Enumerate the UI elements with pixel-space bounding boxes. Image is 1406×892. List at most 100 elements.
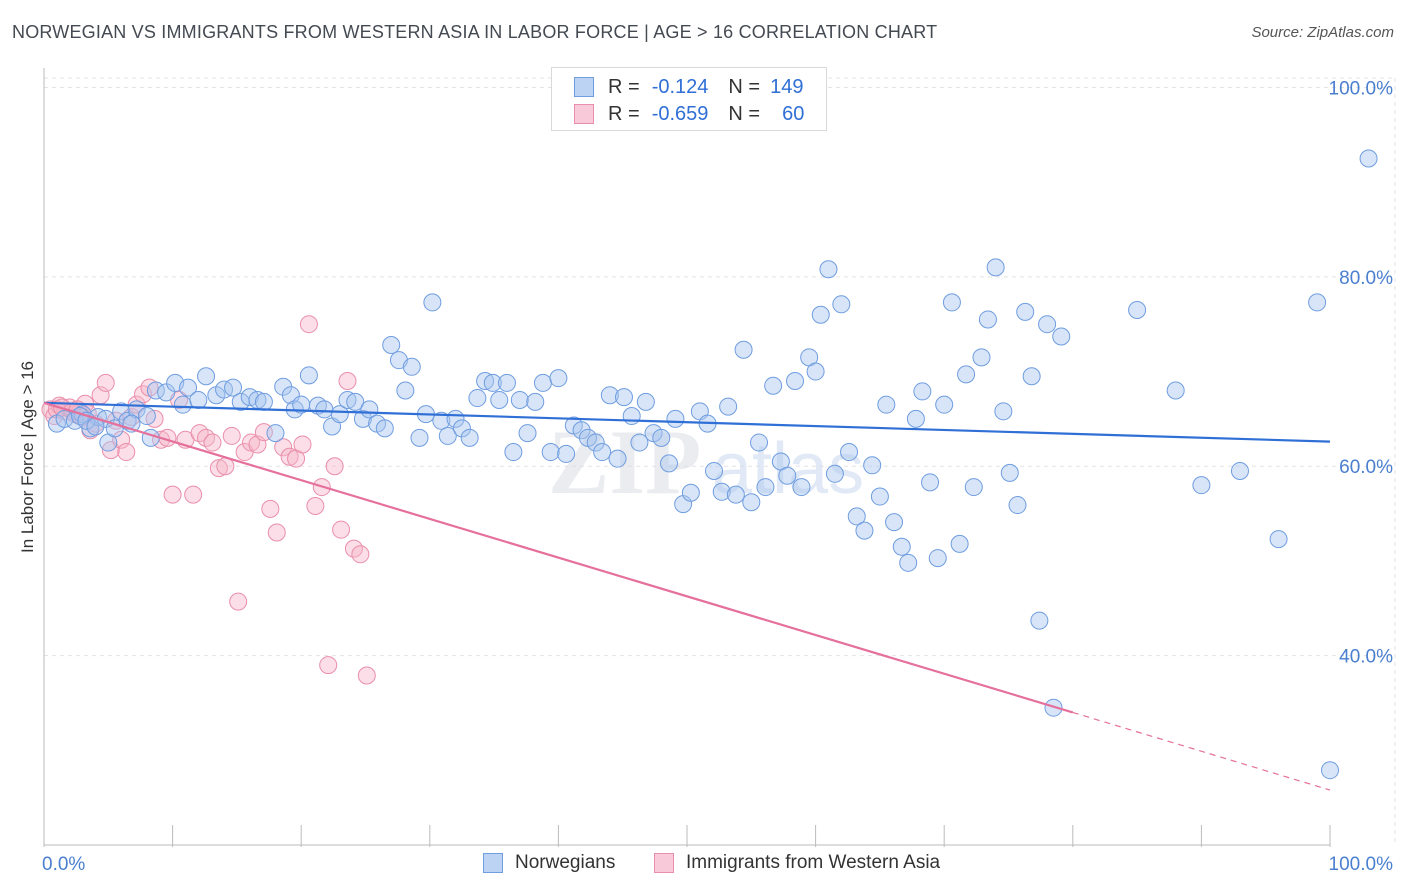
point-immigrants <box>203 433 222 452</box>
point-norwegians <box>586 433 605 452</box>
point-norwegians <box>410 428 429 447</box>
point-norwegians <box>1016 302 1035 321</box>
point-immigrants <box>117 443 136 462</box>
point-norwegians <box>396 381 415 400</box>
point-norwegians <box>630 433 649 452</box>
point-immigrants <box>351 545 370 564</box>
legend-swatch-pink <box>574 104 594 124</box>
legend-n-value: 60 <box>782 102 805 125</box>
point-norwegians <box>266 424 285 443</box>
point-norwegians <box>972 348 991 367</box>
point-immigrants <box>274 438 293 457</box>
point-immigrants <box>197 428 216 447</box>
point-immigrants <box>163 485 182 504</box>
point-norwegians <box>533 373 552 392</box>
point-norwegians <box>614 388 633 407</box>
point-norwegians <box>811 305 830 324</box>
point-norwegians <box>764 376 783 395</box>
point-immigrants <box>209 459 228 478</box>
point-norwegians <box>847 507 866 526</box>
point-norwegians <box>173 395 192 414</box>
point-norwegians <box>197 367 216 386</box>
point-norwegians <box>423 293 442 312</box>
y-tick-label: 100.0% <box>1329 78 1394 99</box>
point-norwegians <box>281 386 300 405</box>
point-norwegians <box>557 444 576 463</box>
point-immigrants <box>184 485 203 504</box>
point-norwegians <box>778 466 797 485</box>
point-norwegians <box>756 478 775 497</box>
point-norwegians <box>189 390 208 409</box>
point-norwegians <box>490 390 509 409</box>
point-norwegians <box>432 411 451 430</box>
point-norwegians <box>526 392 545 411</box>
point-norwegians <box>497 373 516 392</box>
point-norwegians <box>1038 315 1057 334</box>
point-norwegians <box>224 378 243 397</box>
legend-row-immigrants: R = -0.659 N = 60 <box>574 101 804 127</box>
point-norwegians <box>712 482 731 501</box>
legend-n-value: 149 <box>770 75 804 98</box>
point-norwegians <box>870 487 889 506</box>
point-norwegians <box>346 392 365 411</box>
point-norwegians <box>112 402 131 421</box>
point-norwegians <box>806 362 825 381</box>
point-immigrants <box>229 592 248 611</box>
point-norwegians <box>402 357 421 376</box>
point-immigrants <box>338 372 357 391</box>
point-norwegians <box>659 454 678 473</box>
point-norwegians <box>299 366 318 385</box>
point-norwegians <box>750 433 769 452</box>
point-norwegians <box>1166 381 1185 400</box>
point-norwegians <box>1230 461 1249 480</box>
point-norwegians <box>1022 367 1041 386</box>
point-norwegians <box>994 402 1013 421</box>
point-norwegians <box>1321 761 1339 780</box>
x-tick-label-min: 0.0% <box>42 854 85 875</box>
point-norwegians <box>504 443 523 462</box>
point-norwegians <box>986 258 1005 277</box>
point-norwegians <box>438 426 457 445</box>
point-immigrants <box>306 497 325 516</box>
point-norwegians <box>885 513 904 532</box>
point-norwegians <box>549 369 568 388</box>
point-norwegians <box>1308 293 1327 312</box>
point-norwegians <box>1000 463 1019 482</box>
point-norwegians <box>1269 530 1288 549</box>
y-tick-label: 80.0% <box>1339 268 1393 289</box>
point-norwegians <box>726 485 745 504</box>
legend-label-norwegians: Norwegians <box>515 852 616 873</box>
trendline-immigrants <box>43 401 1074 714</box>
legend-swatch-blue <box>483 853 503 873</box>
y-tick-label: 60.0% <box>1339 457 1393 478</box>
point-norwegians <box>468 389 487 408</box>
point-norwegians <box>338 390 357 409</box>
point-norwegians <box>476 372 495 391</box>
point-norwegians <box>483 373 502 392</box>
point-norwegians <box>950 534 969 553</box>
point-norwegians <box>819 260 838 279</box>
point-norwegians <box>705 461 724 480</box>
point-norwegians <box>541 443 560 462</box>
point-norwegians <box>942 293 961 312</box>
point-norwegians <box>315 400 334 419</box>
legend-r-label: R = <box>608 75 640 98</box>
point-immigrants <box>96 373 115 392</box>
point-immigrants <box>222 426 241 445</box>
point-norwegians <box>179 378 198 397</box>
point-norwegians <box>600 386 619 405</box>
point-immigrants <box>267 523 286 542</box>
point-norwegians <box>330 405 349 424</box>
watermark-atlas: atlas <box>712 429 864 509</box>
point-norwegians <box>877 395 896 414</box>
point-norwegians <box>1008 496 1027 515</box>
series-legend: Norwegians Immigrants from Western Asia <box>0 852 1406 878</box>
legend-swatch-pink <box>654 853 674 873</box>
point-norwegians <box>935 395 954 414</box>
point-norwegians <box>957 365 976 384</box>
point-norwegians <box>593 443 612 462</box>
y-tick-label: 40.0% <box>1339 647 1393 668</box>
chart-source: Source: ZipAtlas.com <box>1251 24 1394 41</box>
point-norwegians <box>510 390 529 409</box>
point-norwegians <box>215 380 234 399</box>
